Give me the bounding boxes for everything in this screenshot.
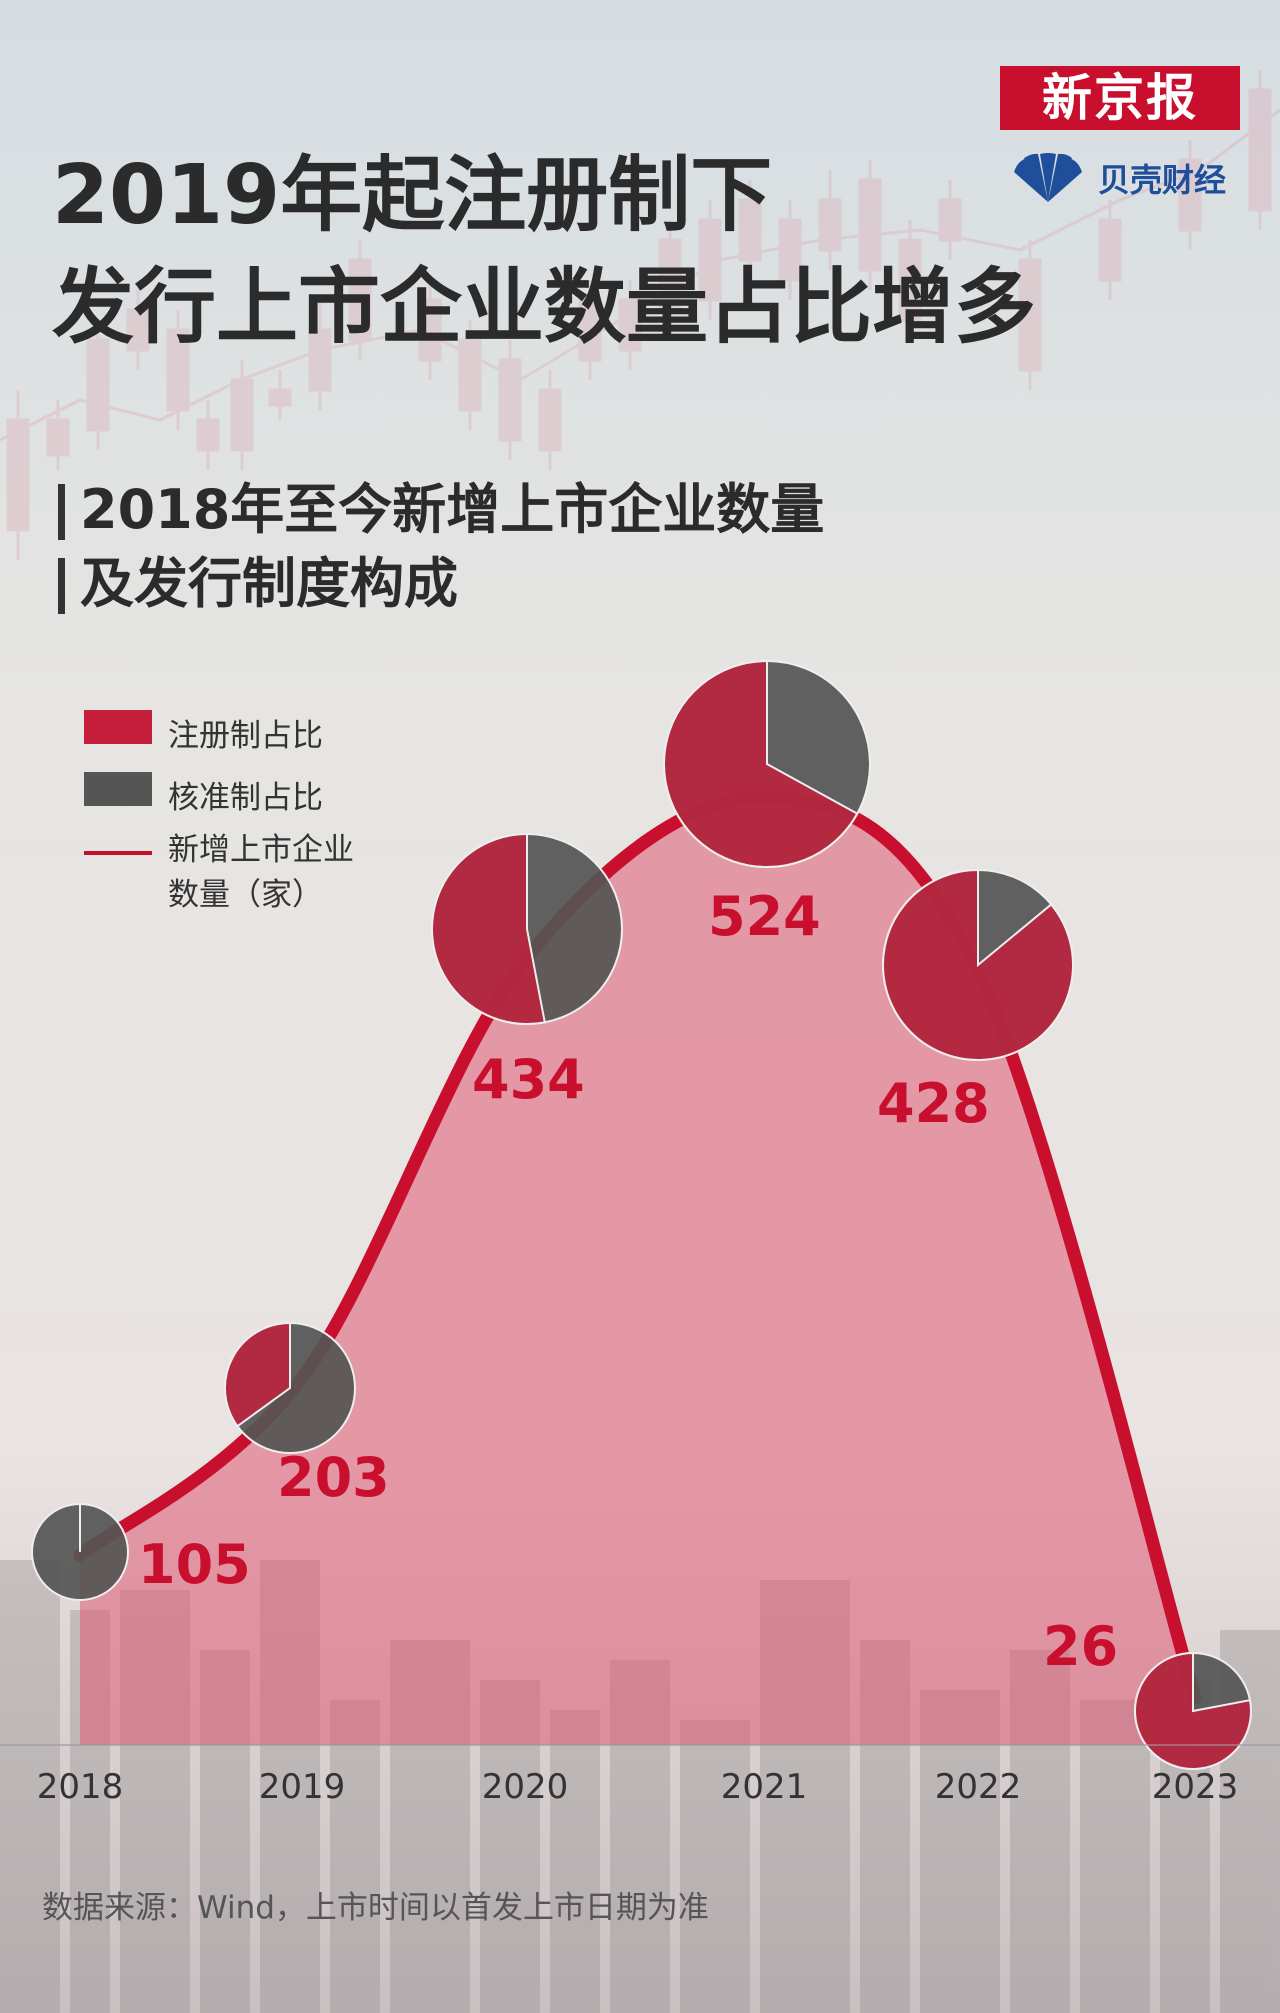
value-label-2023: 26 (1043, 1615, 1118, 1678)
legend-approval-swatch (84, 772, 152, 806)
title-line-2: 发行上市企业数量占比增多 (52, 260, 1037, 355)
page-title: 2019年起注册制下 发行上市企业数量占比增多 (52, 140, 1036, 364)
pie-2023 (1134, 1651, 1252, 1770)
pie-2023-registration-slice (1134, 1651, 1252, 1770)
pie-2021 (663, 659, 871, 868)
x-tick-label-2020: 2020 (482, 1767, 569, 1807)
candlestick-decoration (0, 70, 1280, 560)
value-label-2019: 203 (277, 1446, 390, 1509)
title-line-1: 2019年起注册制下 (52, 148, 773, 243)
subtitle-line-1: 2018年至今新增上市企业数量 (57, 478, 825, 541)
pie-2020 (431, 832, 623, 1025)
x-tick-label-2023: 2023 (1152, 1767, 1239, 1807)
x-tick-label-2021: 2021 (721, 1767, 808, 1807)
pie-2020-registration-slice (431, 832, 546, 1025)
pie-2018 (31, 1503, 129, 1601)
legend-line-label-1: 新增上市企业 (168, 832, 354, 868)
legend-approval-label: 核准制占比 (168, 780, 323, 816)
pie-2019 (224, 1321, 356, 1454)
value-label-2018: 105 (138, 1533, 251, 1596)
x-tick-label-2019: 2019 (259, 1767, 346, 1807)
data-source-note: 数据来源：Wind，上市时间以首发上市日期为准 (42, 1890, 709, 1926)
shell-icon (1014, 153, 1082, 202)
legend-approval: 核准制占比 (84, 772, 354, 817)
legend: 注册制占比 核准制占比 新增上市企业 数量（家） (84, 710, 354, 935)
brand-logo: 新京报 (1000, 66, 1240, 130)
legend-registration: 注册制占比 (84, 710, 354, 755)
legend-line: 新增上市企业 数量（家） (84, 832, 354, 918)
subtitle-line-2: 及发行制度构成 (58, 552, 458, 615)
pie-2021-registration-slice (663, 659, 859, 868)
sub-brand-text: 贝壳财经 (1098, 161, 1227, 199)
value-label-2022: 428 (877, 1072, 990, 1135)
pie-2022 (882, 868, 1074, 1061)
pie-2022-registration-slice (882, 868, 1074, 1061)
sub-brand-logo: 贝壳财经 (1010, 150, 1226, 206)
value-label-2020: 434 (472, 1048, 585, 1111)
x-tick-label-2018: 2018 (37, 1767, 124, 1807)
legend-line-label-2: 数量（家） (168, 877, 323, 913)
legend-registration-label: 注册制占比 (168, 718, 323, 754)
x-tick-label-2022: 2022 (935, 1767, 1022, 1807)
legend-registration-swatch (84, 710, 152, 744)
value-label-2021: 524 (708, 885, 821, 948)
legend-line-swatch (84, 851, 152, 855)
pie-2019-registration-slice (224, 1321, 291, 1428)
